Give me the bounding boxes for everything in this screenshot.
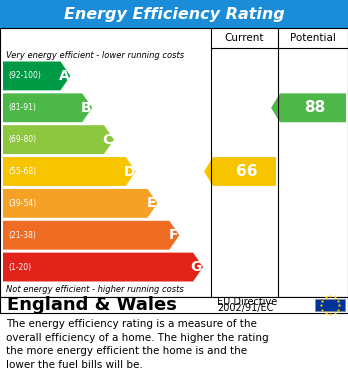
Polygon shape [3,221,179,249]
Text: (39-54): (39-54) [8,199,36,208]
Text: 66: 66 [236,164,257,179]
Text: A: A [59,69,69,83]
Text: D: D [123,165,135,179]
Polygon shape [204,157,276,186]
Text: The energy efficiency rating is a measure of the
overall efficiency of a home. T: The energy efficiency rating is a measur… [6,319,269,370]
Text: (55-68): (55-68) [8,167,36,176]
Bar [315,299,345,311]
Bar [0,297,348,313]
Text: Not energy efficient - higher running costs: Not energy efficient - higher running co… [6,285,184,294]
Text: Very energy efficient - lower running costs: Very energy efficient - lower running co… [6,50,184,59]
Bar [0,28,348,297]
Text: F: F [169,228,178,242]
Polygon shape [3,157,136,186]
Text: B: B [81,101,91,115]
Text: Current: Current [225,33,264,43]
Polygon shape [271,93,346,122]
Text: 88: 88 [304,100,326,115]
Text: E: E [147,196,157,210]
Bar [0,0,348,28]
Text: (1-20): (1-20) [8,263,31,272]
Text: G: G [191,260,202,274]
Polygon shape [3,61,70,90]
Polygon shape [3,253,203,282]
Text: (21-38): (21-38) [8,231,36,240]
Text: (92-100): (92-100) [8,72,41,81]
Text: (81-91): (81-91) [8,103,36,112]
Text: 2002/91/EC: 2002/91/EC [217,303,274,313]
Text: (69-80): (69-80) [8,135,36,144]
Polygon shape [3,189,158,218]
Polygon shape [3,93,92,122]
Text: England & Wales: England & Wales [7,296,177,314]
Text: Potential: Potential [290,33,336,43]
Text: C: C [103,133,113,147]
Text: Energy Efficiency Rating: Energy Efficiency Rating [64,7,284,22]
Polygon shape [3,125,114,154]
Text: EU Directive: EU Directive [217,297,277,307]
